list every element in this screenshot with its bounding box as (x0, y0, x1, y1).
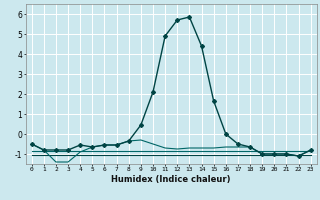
X-axis label: Humidex (Indice chaleur): Humidex (Indice chaleur) (111, 175, 231, 184)
